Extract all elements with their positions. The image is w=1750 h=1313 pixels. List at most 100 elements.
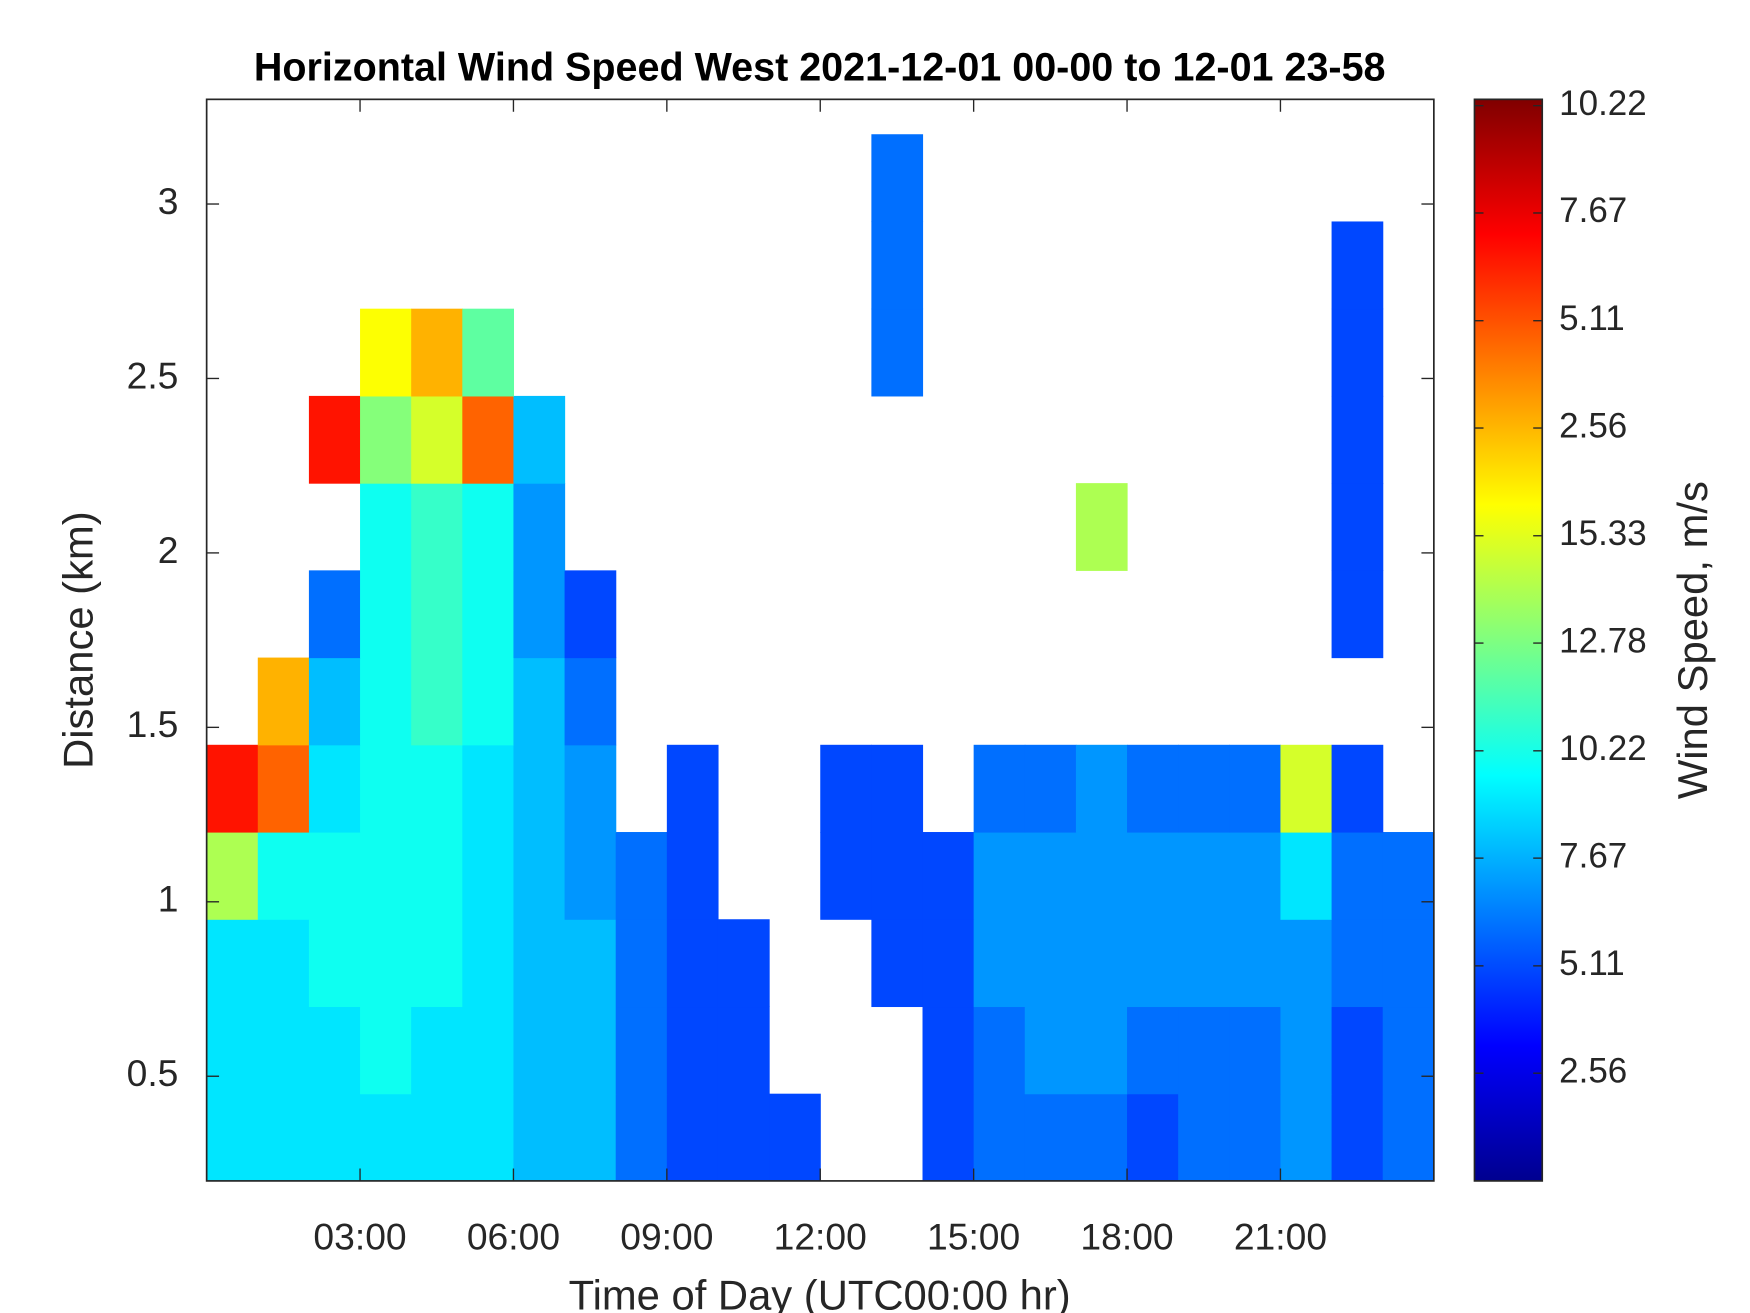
colorbar-tick-label: 10.22 [1559, 84, 1647, 123]
colorbar-tick-label: 5.11 [1559, 299, 1625, 338]
heat-cell [1075, 919, 1128, 1008]
heat-cell [1229, 919, 1282, 1008]
heat-cell [564, 744, 617, 833]
heat-cell [360, 570, 412, 659]
heat-cell [360, 1006, 412, 1095]
heat-cell [513, 483, 566, 571]
heat-cell [411, 1093, 463, 1182]
x-tick-label: 09:00 [620, 1215, 713, 1257]
heat-cell [411, 744, 463, 833]
heat-cell [1382, 919, 1435, 1008]
heat-cell [308, 832, 361, 920]
colorbar [1473, 98, 1544, 1182]
heat-cell [564, 919, 617, 1008]
heat-cell [769, 1093, 821, 1182]
x-axis-label: Time of Day (UTC00:00 hr) [569, 1271, 1071, 1313]
heat-cell [717, 1093, 770, 1182]
heat-cell [1331, 308, 1384, 397]
heat-cell [1280, 744, 1333, 833]
heat-cell [564, 1006, 617, 1095]
colorbar-tick-label: 12.78 [1559, 621, 1647, 660]
heat-cell [462, 570, 515, 659]
heat-cell [1024, 1093, 1077, 1182]
heat-cell [1331, 221, 1384, 310]
heat-cell [462, 657, 515, 746]
heat-cell [411, 483, 463, 571]
heat-cell [871, 221, 924, 310]
heat-cell [820, 744, 872, 833]
heat-cell [308, 1093, 361, 1182]
heat-cell [717, 1006, 770, 1095]
heat-cell [257, 657, 310, 746]
heat-cell [973, 744, 1026, 833]
heat-cell [206, 1093, 259, 1182]
heat-cell [615, 832, 668, 920]
heat-cell [717, 919, 770, 1008]
heat-cell [1382, 1006, 1435, 1095]
heat-cell [1127, 1093, 1179, 1182]
heat-cell [257, 1006, 310, 1095]
y-tick-label: 1.5 [127, 703, 179, 745]
heat-cell [360, 308, 412, 397]
x-tick-label: 12:00 [774, 1215, 867, 1257]
heat-cell [411, 308, 463, 397]
heat-cell [411, 657, 463, 746]
heat-cell [1127, 744, 1179, 833]
heat-cell [462, 395, 515, 484]
heat-cell [1075, 1093, 1128, 1182]
heat-cell [360, 919, 412, 1008]
x-tick-label: 06:00 [467, 1215, 560, 1257]
heat-cell [1024, 744, 1077, 833]
heat-cell [1331, 570, 1384, 659]
heat-cell [1229, 1093, 1282, 1182]
colorbar-tick-label: 5.11 [1559, 944, 1625, 983]
heat-cell [564, 832, 617, 920]
heat-cell [1382, 832, 1435, 920]
heat-cell [257, 1093, 310, 1182]
heat-cell [1331, 744, 1384, 833]
y-tick-label: 2 [158, 529, 179, 571]
heat-cell [360, 657, 412, 746]
heat-cell [973, 1093, 1026, 1182]
heat-cell [462, 308, 515, 397]
heat-cell [820, 832, 872, 920]
colorbar-tick-label: 2.56 [1559, 1051, 1627, 1090]
heat-cell [1178, 1006, 1230, 1095]
heat-cell [615, 919, 668, 1008]
heat-cell [973, 919, 1026, 1008]
heat-cell [1331, 832, 1384, 920]
heat-cell [922, 832, 975, 920]
heat-cell [1280, 1093, 1333, 1182]
heat-cell [1127, 1006, 1179, 1095]
heat-cell [564, 657, 617, 746]
heat-cell [360, 483, 412, 571]
chart-title: Horizontal Wind Speed West 2021-12-01 00… [254, 45, 1386, 89]
x-tick-label: 18:00 [1080, 1215, 1173, 1257]
heat-cell [206, 919, 259, 1008]
heat-cell [360, 832, 412, 920]
heat-cell [1280, 832, 1333, 920]
heat-cell [411, 1006, 463, 1095]
colorbar-tick-label: 7.67 [1559, 191, 1627, 230]
heat-cell [462, 483, 515, 571]
heat-cell [513, 919, 566, 1008]
heat-cell [1127, 919, 1179, 1008]
x-tick-label: 15:00 [927, 1215, 1020, 1257]
heat-cell [513, 395, 566, 484]
colorbar-tick-label: 2.56 [1559, 406, 1627, 445]
heat-cell [666, 744, 719, 833]
heat-cell [308, 657, 361, 746]
heat-cell [1075, 744, 1128, 833]
heat-cell [1024, 832, 1077, 920]
heat-cell [1229, 1006, 1282, 1095]
heat-cell [1331, 395, 1384, 484]
heat-cell [871, 832, 924, 920]
x-tick-label: 21:00 [1234, 1215, 1327, 1257]
heat-cell [308, 395, 361, 484]
heat-cell [411, 832, 463, 920]
heat-cell [1075, 832, 1128, 920]
heat-cell [1229, 832, 1282, 920]
heat-cell [564, 1093, 617, 1182]
y-tick-label: 3 [158, 180, 179, 222]
heat-cell [360, 395, 412, 484]
